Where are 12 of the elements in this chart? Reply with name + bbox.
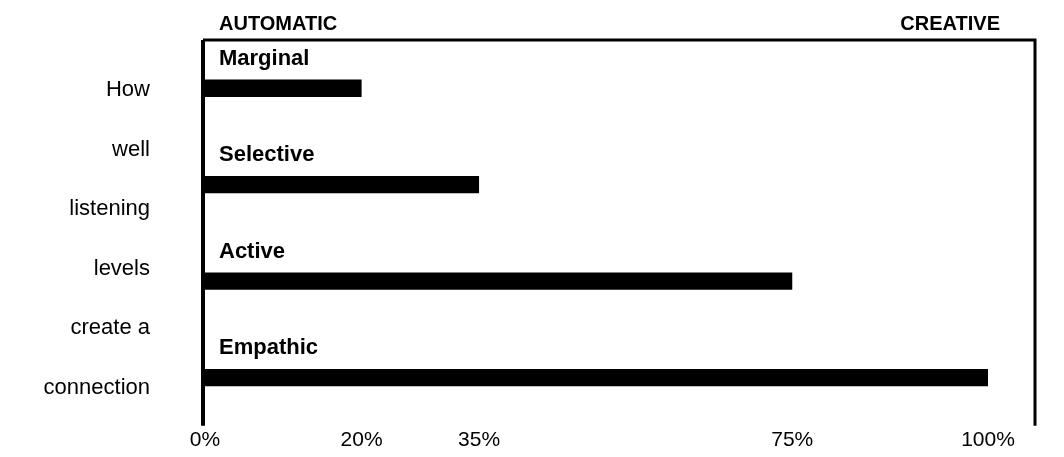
x-tick-label: 20% xyxy=(340,427,383,451)
x-tick-label: 75% xyxy=(771,427,814,451)
y-tick-label: Empathic xyxy=(219,333,319,359)
x-tick-label: 100% xyxy=(961,427,1015,451)
x-tick-label: 0% xyxy=(189,427,221,451)
y-tick-label: Marginal xyxy=(219,44,310,70)
text: How well listening levels create a connection xyxy=(43,76,150,399)
y-tick-label: Selective xyxy=(219,141,315,167)
x-tick-label: 35% xyxy=(458,427,501,451)
y-tick-label: Active xyxy=(219,237,286,263)
text: AUTOMATIC xyxy=(219,11,338,34)
text: CREATIVE xyxy=(900,11,1000,34)
